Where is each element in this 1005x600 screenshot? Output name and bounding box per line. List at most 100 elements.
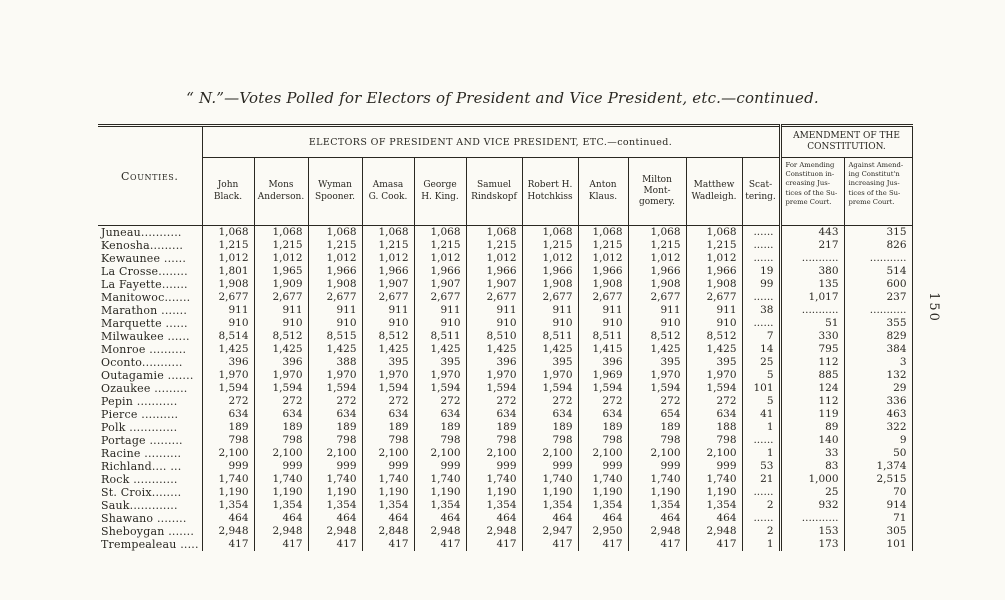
value-cell: 464 <box>201 512 254 525</box>
table-row: Shawano ........ 464 464 464 464 464 464 464 464… <box>98 512 912 525</box>
value-cell: 1,012 <box>253 252 308 265</box>
value-cell: 395 <box>627 356 686 369</box>
value-cell: 2,677 <box>201 291 254 304</box>
column-header-amendment-against: Against Amend- ing Constitut'n increasin… <box>843 157 912 226</box>
value-cell: 1,190 <box>253 486 308 499</box>
value-cell: 7 <box>741 330 780 343</box>
value-cell: 1,425 <box>465 343 522 356</box>
value-cell: 911 <box>413 304 466 317</box>
value-cell: 112 <box>778 395 844 408</box>
value-cell: 8,511 <box>413 330 466 343</box>
value-cell: 1,594 <box>307 382 362 395</box>
value-cell: 798 <box>413 434 466 447</box>
value-cell: 911 <box>361 304 414 317</box>
value-cell: 355 <box>843 317 912 330</box>
value-cell: 911 <box>253 304 308 317</box>
value-cell: 132 <box>843 369 912 382</box>
value-cell: 124 <box>778 382 844 395</box>
value-cell: 999 <box>627 460 686 473</box>
county-cell: Kewaunee ...... <box>101 252 187 265</box>
value-cell: 101 <box>843 538 912 551</box>
value-cell: 634 <box>685 408 742 421</box>
value-cell: 999 <box>307 460 362 473</box>
value-cell: 272 <box>685 395 742 408</box>
table-row: Rock ............ 1,740 1,740 1,740 1,740 1,7… <box>98 473 912 486</box>
value-cell: 380 <box>778 265 844 278</box>
value-cell: 910 <box>307 317 362 330</box>
value-cell: 51 <box>778 317 844 330</box>
value-cell: 417 <box>307 538 362 551</box>
value-cell: 2,100 <box>465 447 522 460</box>
value-cell: 8,511 <box>577 330 628 343</box>
value-cell: 1,190 <box>521 486 578 499</box>
value-cell: 1,594 <box>253 382 308 395</box>
value-cell: 2,515 <box>843 473 912 486</box>
value-cell: 2,948 <box>627 525 686 538</box>
value-cell: 25 <box>741 356 780 369</box>
value-cell: 1,190 <box>201 486 254 499</box>
value-cell: 417 <box>685 538 742 551</box>
value-cell: 911 <box>685 304 742 317</box>
value-cell: 2,677 <box>577 291 628 304</box>
value-cell: 634 <box>413 408 466 421</box>
county-cell: La Fayette....... <box>101 278 188 291</box>
column-header-candidate-8: Anton Klaus. <box>577 157 628 226</box>
value-cell: 464 <box>685 512 742 525</box>
value-cell: 1,966 <box>413 265 466 278</box>
value-cell: 395 <box>685 356 742 369</box>
value-cell: 1,354 <box>577 499 628 512</box>
value-cell: 910 <box>361 317 414 330</box>
value-cell: 1,970 <box>307 369 362 382</box>
value-cell: 29 <box>843 382 912 395</box>
value-cell: 8,512 <box>627 330 686 343</box>
value-cell: 217 <box>778 239 844 252</box>
value-cell: 8,512 <box>253 330 308 343</box>
value-cell: 3 <box>843 356 912 369</box>
value-cell: 2,100 <box>413 447 466 460</box>
value-cell: 70 <box>843 486 912 499</box>
value-cell: 1,907 <box>413 278 466 291</box>
value-cell: 443 <box>778 225 844 239</box>
value-cell: 1,740 <box>361 473 414 486</box>
value-cell: 417 <box>577 538 628 551</box>
value-cell: 189 <box>253 421 308 434</box>
value-cell: 8,514 <box>201 330 254 343</box>
value-cell: 1,068 <box>361 225 414 239</box>
table-row: Portage ......... 798 798 798 798 798 798 798 79… <box>98 434 912 447</box>
value-cell: 1,215 <box>413 239 466 252</box>
value-cell: 464 <box>307 512 362 525</box>
value-cell: 634 <box>361 408 414 421</box>
value-cell: 53 <box>741 460 780 473</box>
value-cell: 464 <box>577 512 628 525</box>
value-cell: 272 <box>465 395 522 408</box>
value-cell: 1,012 <box>577 252 628 265</box>
value-cell: 2,947 <box>521 525 578 538</box>
value-cell: 464 <box>521 512 578 525</box>
value-cell: 1,908 <box>577 278 628 291</box>
value-cell: ...... <box>741 239 780 252</box>
value-cell: 634 <box>307 408 362 421</box>
county-cell: Juneau........... <box>101 226 182 239</box>
value-cell: 417 <box>627 538 686 551</box>
value-cell: 2,100 <box>253 447 308 460</box>
value-cell: 2,677 <box>627 291 686 304</box>
table-row: Milwaukee ...... 8,514 8,512 8,515 8,512 8,51… <box>98 330 912 343</box>
value-cell: 2,100 <box>201 447 254 460</box>
value-cell: 153 <box>778 525 844 538</box>
value-cell: 2 <box>741 525 780 538</box>
value-cell: 1,740 <box>201 473 254 486</box>
value-cell: 2,948 <box>465 525 522 538</box>
value-cell: 1,425 <box>361 343 414 356</box>
column-header-row: John Black. Mons Anderson. Wyman Spooner. A… <box>98 157 912 226</box>
value-cell: 1,012 <box>521 252 578 265</box>
value-cell: 1,012 <box>201 252 254 265</box>
value-cell: 2,677 <box>685 291 742 304</box>
value-cell: 395 <box>361 356 414 369</box>
value-cell: 1,594 <box>465 382 522 395</box>
value-cell: 1,966 <box>307 265 362 278</box>
column-header-candidate-10: Matthew Wadleigh. <box>685 157 742 226</box>
county-cell: Sheboygan ....... <box>101 525 195 538</box>
value-cell: 999 <box>361 460 414 473</box>
value-cell: 395 <box>521 356 578 369</box>
value-cell: 798 <box>253 434 308 447</box>
